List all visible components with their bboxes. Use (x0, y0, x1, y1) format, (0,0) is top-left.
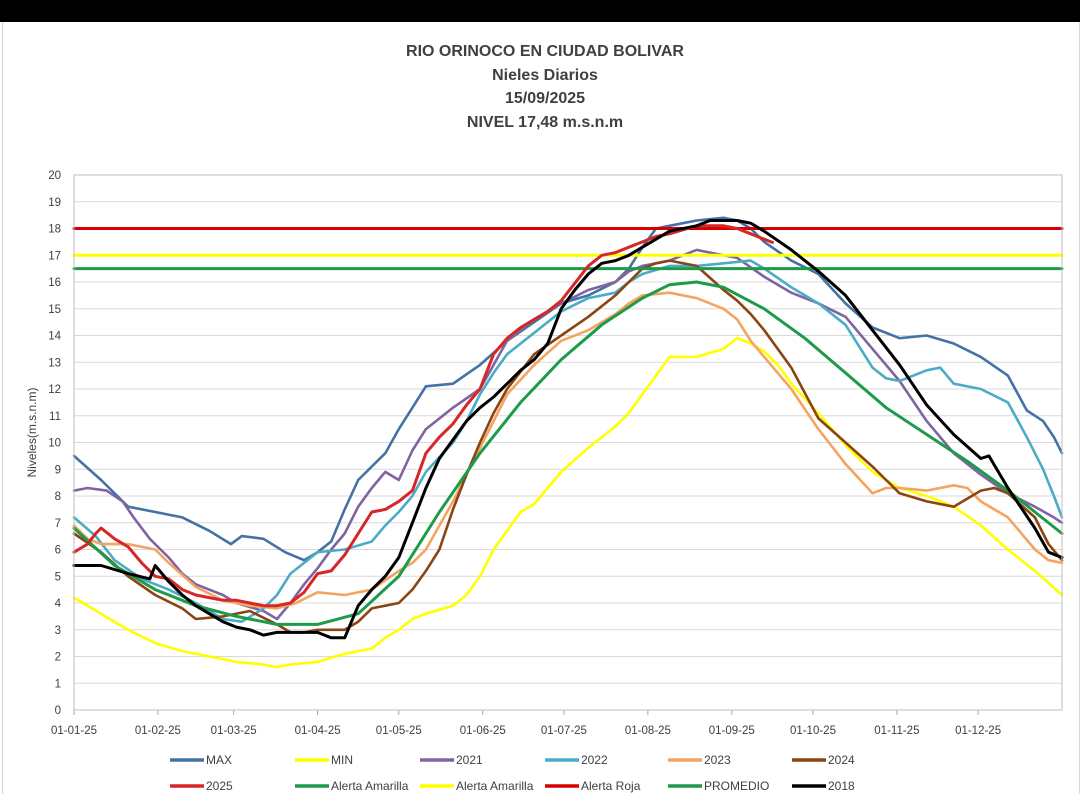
x-tick-label: 01-12-25 (955, 725, 1001, 737)
y-tick-label: 13 (48, 357, 61, 369)
series-line-max-0 (72, 216, 1064, 562)
legend-label: 2021 (456, 753, 483, 767)
y-tick-label: 20 (48, 170, 61, 182)
x-tick-label: 01-06-25 (460, 725, 506, 737)
chart-title-line-2: Nieles Diarios (492, 66, 598, 84)
legend-label: MAX (206, 753, 232, 767)
x-axis-ticks: 01-01-25 01-02-25 01-03-25 01-04-25 01-05-25… (51, 710, 1001, 737)
y-tick-label: 7 (55, 518, 61, 530)
x-tick-label: 01-04-25 (295, 725, 341, 737)
y-tick-label: 2 (55, 652, 61, 664)
top-black-bar (0, 0, 1080, 22)
series-line-min-1 (72, 336, 1064, 669)
y-tick-label: 4 (55, 598, 62, 610)
legend-label: 2022 (581, 753, 608, 767)
plot-border (73, 174, 1063, 711)
y-tick-label: 11 (49, 411, 61, 423)
y-tick-label: 12 (48, 384, 61, 396)
y-tick-label: 3 (55, 625, 61, 637)
x-tick-label: 01-07-25 (541, 725, 587, 737)
series-line-promedio-9 (72, 280, 1064, 626)
x-tick-label: 01-11-25 (874, 725, 919, 737)
y-tick-label: 17 (48, 250, 61, 262)
x-tick-label: 01-02-25 (135, 725, 181, 737)
legend-label: Alerta Roja (581, 779, 641, 793)
y-tick-label: 1 (55, 678, 61, 690)
legend-label: Alerta Amarilla (331, 779, 409, 793)
plot-frame (73, 174, 1063, 711)
series-line-2023-4 (72, 291, 1064, 610)
x-tick-label: 01-03-25 (211, 725, 257, 737)
series-line-2021-2 (72, 248, 1064, 621)
legend-label: 2025 (206, 779, 233, 793)
x-tick-label: 01-01-25 (51, 725, 97, 737)
y-tick-label: 14 (48, 331, 61, 343)
legend: MAX MIN 2021 2022 2023 2024 2025 Alerta Amarill… (170, 753, 855, 793)
chart-title-line-1: RIO ORINOCO EN CIUDAD BOLIVAR (406, 43, 684, 60)
y-axis-label: Niveles(m.s.n.m) (25, 387, 39, 477)
legend-label: 2024 (828, 753, 855, 767)
y-tick-label: 5 (55, 571, 61, 583)
chart-title-line-3: 15/09/2025 (504, 90, 586, 107)
chart-titles: RIO ORINOCO EN CIUDAD BOLIVAR Nieles Dia… (0, 40, 1080, 134)
x-tick-label: 01-10-25 (790, 725, 836, 737)
y-tick-label: 9 (55, 464, 61, 476)
y-tick-label: 6 (55, 545, 61, 557)
x-tick-label: 01-09-25 (709, 725, 755, 737)
y-tick-label: 16 (48, 277, 61, 289)
legend-label: MIN (331, 753, 353, 767)
x-tick-label: 01-08-25 (625, 725, 671, 737)
y-tick-label: 0 (55, 705, 61, 717)
x-tick-label: 01-05-25 (376, 725, 422, 737)
y-tick-label: 10 (48, 438, 61, 450)
legend-label: Alerta Amarilla (456, 779, 534, 793)
y-tick-label: 19 (48, 197, 61, 209)
legend-label: PROMEDIO (704, 779, 769, 793)
series-line-2022-3 (72, 259, 1064, 623)
chart-title-line-4: NIVEL 17,48 m.s.n.m (466, 113, 624, 131)
series-line-2018-11 (72, 219, 1064, 640)
series-lines (72, 216, 1064, 669)
legend-label: 2023 (704, 753, 731, 767)
legend-label: 2018 (828, 779, 855, 793)
y-tick-label: 8 (55, 491, 61, 503)
series-line-2025-10 (72, 224, 774, 608)
y-tick-label: 15 (48, 304, 61, 316)
y-tick-label: 18 (48, 224, 61, 236)
